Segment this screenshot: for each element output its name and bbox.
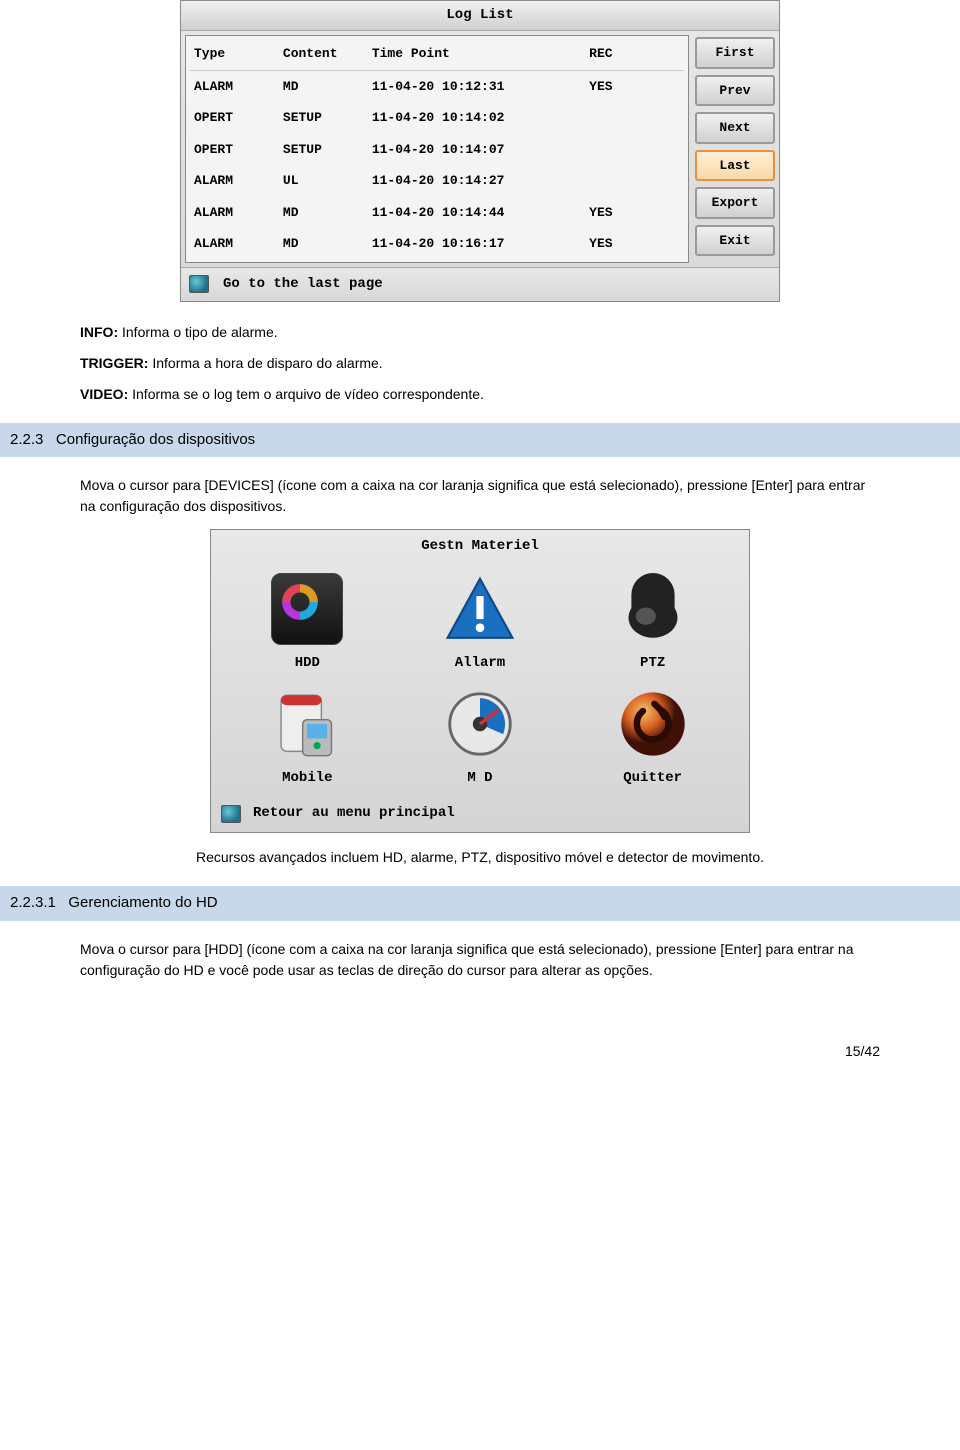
md-item[interactable]: M D [394,688,567,789]
col-rec: REC [585,38,684,70]
loglist-title: Log List [181,1,779,31]
ptz-item[interactable]: PTZ [566,573,739,674]
col-time: Time Point [368,38,585,70]
section-2-2-3-1: 2.2.3.1 Gerenciamento do HD [0,886,960,921]
gestn-footer-icon [221,805,241,823]
info-line: INFO: Informa o tipo de alarme. [80,322,880,343]
col-content: Content [279,38,368,70]
table-row: ALARMMD11-04-20 10:14:44YES [190,197,684,229]
gestn-title: Gestn Materiel [211,530,749,563]
md-icon [444,688,516,760]
caption: Recursos avançados incluem HD, alarme, P… [80,847,880,868]
table-row: OPERTSETUP11-04-20 10:14:02 [190,102,684,134]
gestn-footer-text: Retour au menu principal [253,803,455,824]
gestn-window: Gestn Materiel HDD Allarm PTZ [210,529,750,833]
video-line: VIDEO: Informa se o log tem o arquivo de… [80,384,880,405]
log-table: Type Content Time Point REC ALARMMD11-04… [185,35,689,263]
quit-item[interactable]: Quitter [566,688,739,789]
exit-button[interactable]: Exit [695,225,775,257]
hdd-item[interactable]: HDD [221,573,394,674]
alarm-icon [444,573,516,645]
table-row: ALARMUL11-04-20 10:14:27 [190,165,684,197]
alarm-item[interactable]: Allarm [394,573,567,674]
hdd-icon [271,573,343,645]
loglist-window: Log List Type Content Time Point REC ALA… [180,0,780,302]
trigger-line: TRIGGER: Informa a hora de disparo do al… [80,353,880,374]
mobile-icon [271,688,343,760]
export-button[interactable]: Export [695,187,775,219]
next-button[interactable]: Next [695,112,775,144]
last-button[interactable]: Last [695,150,775,182]
table-row: OPERTSETUP11-04-20 10:14:07 [190,134,684,166]
quit-icon [617,688,689,760]
col-type: Type [190,38,279,70]
table-row: ALARMMD11-04-20 10:16:17YES [190,228,684,260]
page-number: 15/42 [80,1041,880,1062]
section-2-2-3-body: Mova o cursor para [DEVICES] (ícone com … [80,475,880,517]
first-button[interactable]: First [695,37,775,69]
footer-icon [189,275,209,293]
prev-button[interactable]: Prev [695,75,775,107]
section-2-2-3: 2.2.3 Configuração dos dispositivos [0,423,960,458]
footer-text: Go to the last page [223,274,383,295]
ptz-icon [617,573,689,645]
table-row: ALARMMD11-04-20 10:12:31YES [190,70,684,102]
mobile-item[interactable]: Mobile [221,688,394,789]
section-2-2-3-1-body: Mova o cursor para [HDD] (ícone com a ca… [80,939,880,981]
